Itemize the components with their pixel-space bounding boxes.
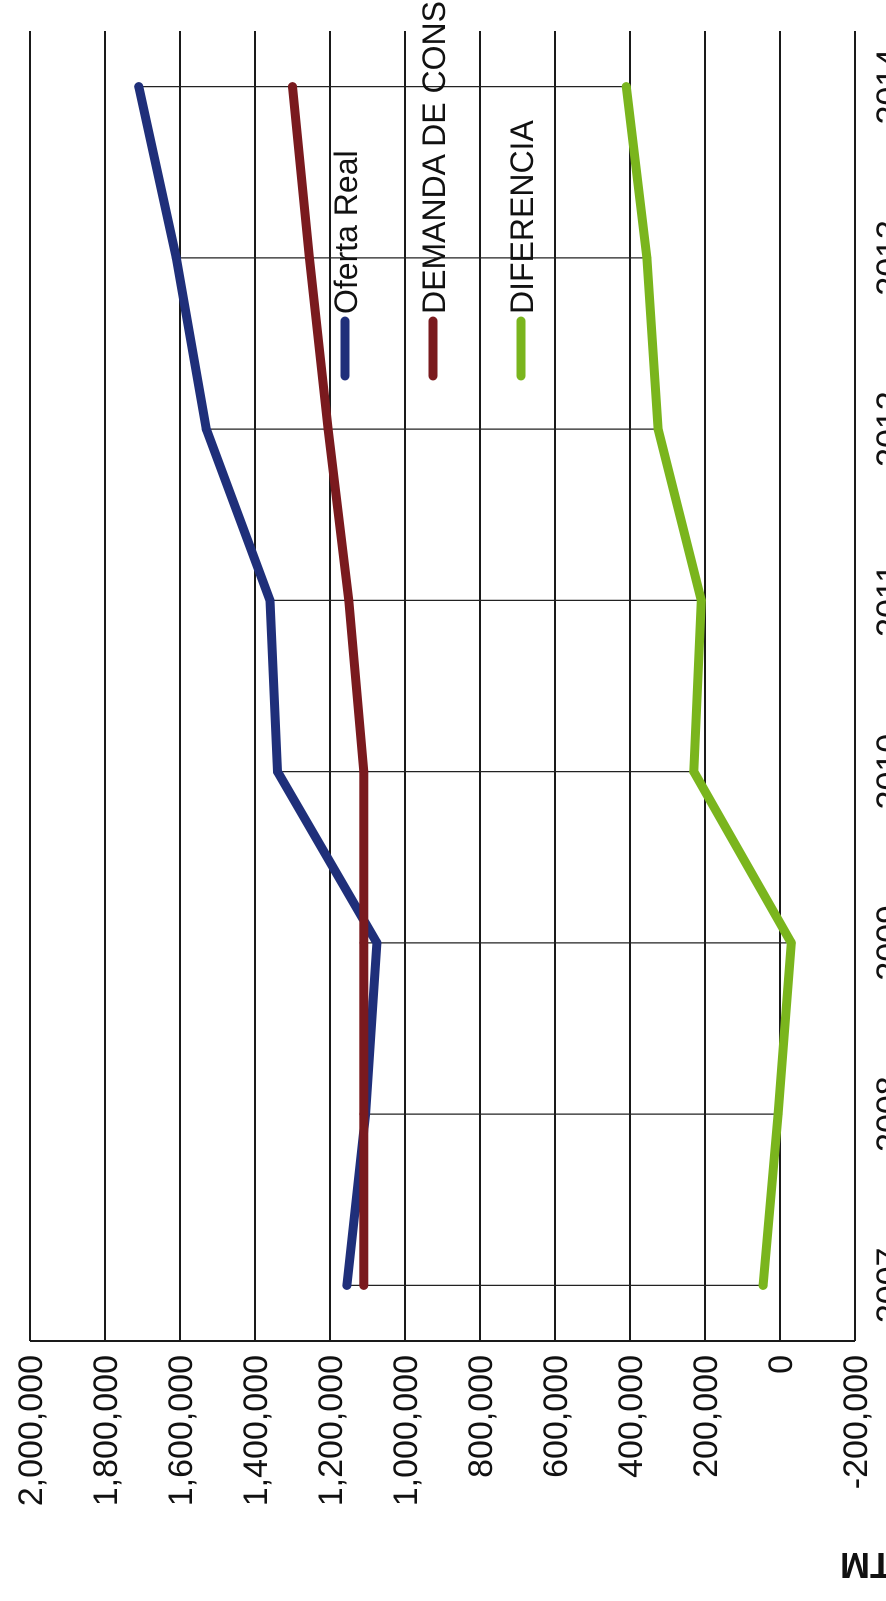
data-point <box>171 253 181 263</box>
rotated-chart-frame: -200,000 0 200,000 400,000 600,000 800,000 1,0… <box>12 0 886 1586</box>
data-point <box>689 767 699 777</box>
series-line <box>621 82 796 1290</box>
y-tick-label: 200,000 <box>687 1355 725 1478</box>
y-tick-label: 1,600,000 <box>162 1355 200 1506</box>
x-tick-label: 2011 <box>870 564 886 637</box>
data-point <box>265 595 275 605</box>
legend-label: DEMANDA DE CONSUMO <box>416 0 452 314</box>
data-point <box>323 424 333 434</box>
data-point <box>653 424 663 434</box>
grid-layer <box>29 31 856 1342</box>
data-point <box>621 82 631 92</box>
data-point <box>359 1280 369 1290</box>
y-tick-label: -200,000 <box>837 1355 875 1489</box>
series-layer <box>134 82 796 1290</box>
x-tick-label: 2008 <box>870 1076 886 1152</box>
x-tick-label: 2014 <box>870 49 886 125</box>
x-tick-labels: 2007 2008 2009 2010 2011 2012 2013 2014 <box>870 49 886 1323</box>
x-tick-label: 2007 <box>870 1248 886 1324</box>
data-point <box>342 1280 352 1290</box>
y-tick-label: 1,800,000 <box>87 1355 125 1506</box>
y-tick-label: 0 <box>762 1355 800 1374</box>
data-point <box>359 1109 369 1119</box>
series-line <box>288 82 369 1290</box>
y-tick-label: 1,400,000 <box>237 1355 275 1506</box>
x-tick-label: 2009 <box>870 905 886 981</box>
data-point <box>359 938 369 948</box>
data-point <box>201 424 211 434</box>
data-point <box>786 938 796 948</box>
data-point <box>273 767 282 777</box>
data-point <box>134 82 144 92</box>
y-tick-labels: -200,000 0 200,000 400,000 600,000 800,000 1,0… <box>12 1355 875 1506</box>
x-tick-label: 2013 <box>870 220 886 296</box>
legend-label: Oferta Real <box>328 150 364 314</box>
data-point <box>344 595 354 605</box>
y-tick-label: 1,000,000 <box>387 1355 425 1506</box>
x-tick-lines <box>138 86 792 1286</box>
y-tick-label: 1,200,000 <box>312 1355 350 1506</box>
legend-label: DIFERENCIA <box>504 120 540 314</box>
data-point <box>304 253 314 263</box>
y-tick-label: 800,000 <box>462 1355 500 1478</box>
y-tick-label: 400,000 <box>612 1355 650 1478</box>
y-tick-label: 2,000,000 <box>12 1355 50 1506</box>
x-tick-label: 2012 <box>870 391 886 467</box>
y-tick-label: 600,000 <box>537 1355 575 1478</box>
data-point <box>288 82 297 92</box>
data-point <box>642 253 652 263</box>
data-point <box>372 938 382 948</box>
data-point <box>696 595 706 605</box>
data-point <box>359 767 369 777</box>
data-point <box>758 1280 768 1290</box>
data-point <box>773 1109 783 1119</box>
legend: Oferta Real DEMANDA DE CONSUMO DIFERENCIA <box>328 0 540 381</box>
x-tick-label: 2010 <box>870 734 886 810</box>
y-axis-title: TM <box>840 1545 886 1586</box>
